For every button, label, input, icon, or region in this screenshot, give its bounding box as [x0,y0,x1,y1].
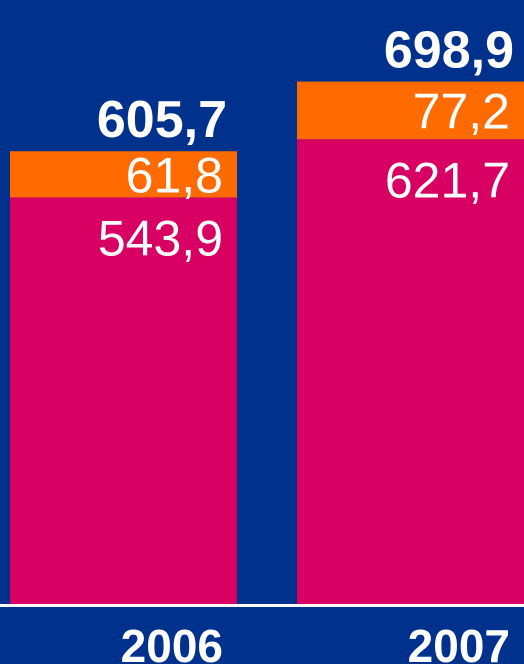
value-label: 61,8 [126,147,223,203]
total-label: 698,9 [384,22,514,80]
value-label: 543,9 [98,210,223,266]
bar-segment [10,197,237,604]
value-label: 621,7 [385,152,510,208]
total-label: 605,7 [97,91,227,149]
value-label: 77,2 [413,83,510,139]
bar-segment [297,81,524,140]
x-tick-label: 2006 [121,620,223,664]
bar-segment [297,139,524,605]
x-tick-label: 2007 [408,620,510,664]
bar-segment [10,151,237,198]
